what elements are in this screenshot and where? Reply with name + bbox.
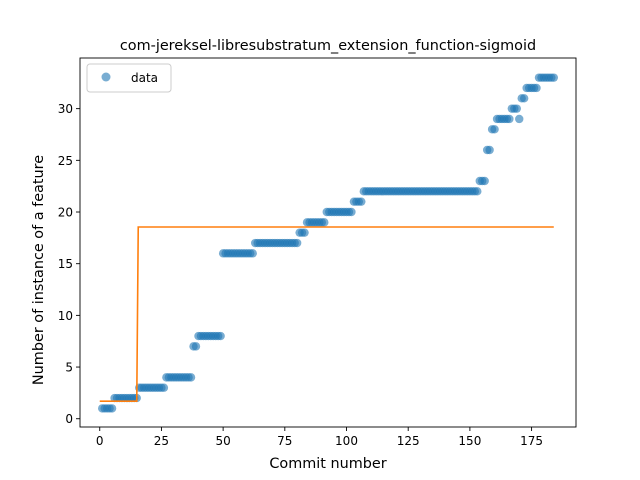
y-tick-label: 20 xyxy=(58,206,73,220)
y-tick-label: 0 xyxy=(65,412,73,426)
y-axis-label: Number of instance of a feature xyxy=(31,155,47,385)
data-point xyxy=(186,373,196,382)
data-point xyxy=(532,83,541,93)
data-point xyxy=(320,218,329,227)
x-tick-label: 0 xyxy=(96,434,104,448)
data-point xyxy=(512,104,521,113)
data-point xyxy=(248,249,257,258)
legend-label-data: data xyxy=(131,71,158,85)
data-point xyxy=(357,197,366,206)
chart-title: com-jereksel-libresubstratum_extension_f… xyxy=(120,38,536,54)
x-tick-label: 25 xyxy=(154,434,169,448)
data-point xyxy=(473,187,482,196)
legend-marker-data xyxy=(101,72,111,82)
x-tick-label: 50 xyxy=(215,434,230,448)
data-point xyxy=(191,342,201,351)
legend-box xyxy=(86,63,172,93)
y-tick-label: 25 xyxy=(58,154,73,168)
data-point xyxy=(490,125,499,134)
data-point xyxy=(485,145,494,155)
data-point xyxy=(292,238,302,248)
y-tick-label: 30 xyxy=(58,102,73,116)
legend: data xyxy=(86,63,172,93)
x-tick-label: 125 xyxy=(397,434,420,448)
x-tick-label: 175 xyxy=(520,434,543,448)
data-point xyxy=(480,176,489,186)
y-axis: 0 5 10 15 20 25 30 xyxy=(58,102,80,426)
data-point xyxy=(159,383,169,392)
data-point xyxy=(519,94,529,103)
data-point xyxy=(216,331,225,341)
axes-frame xyxy=(79,57,577,428)
y-tick-label: 15 xyxy=(58,257,73,271)
x-tick-label: 75 xyxy=(277,434,292,448)
x-axis-label: Commit number xyxy=(269,456,386,472)
y-tick-label: 5 xyxy=(65,361,73,375)
data-point xyxy=(515,114,524,124)
y-tick-label: 10 xyxy=(58,309,73,323)
data-point xyxy=(549,73,558,82)
x-tick-label: 100 xyxy=(335,434,358,448)
plot-area xyxy=(79,57,577,428)
data-point xyxy=(347,207,356,217)
data-point xyxy=(107,404,117,413)
x-tick-label: 150 xyxy=(458,434,481,448)
data-point xyxy=(505,114,514,124)
data-point xyxy=(300,228,309,237)
fit-line xyxy=(99,226,554,402)
x-axis: 0 25 50 75 100 125 150 175 xyxy=(96,427,543,448)
